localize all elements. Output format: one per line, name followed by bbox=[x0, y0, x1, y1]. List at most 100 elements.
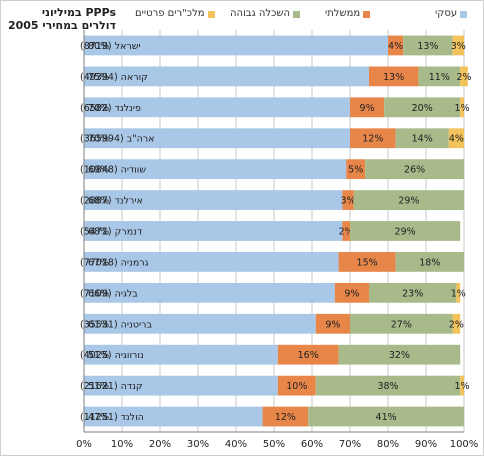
data-label: 3% bbox=[451, 41, 466, 52]
x-tick-label: 100% bbox=[450, 439, 479, 450]
legend-label: ממשלתי bbox=[325, 8, 361, 19]
bar-segment bbox=[403, 35, 453, 56]
data-label: 9% bbox=[344, 288, 359, 299]
data-label: 23% bbox=[402, 288, 423, 299]
category-label: ישראל (8719) bbox=[80, 41, 141, 52]
bar-segment bbox=[84, 344, 278, 365]
bar-segment bbox=[84, 282, 335, 303]
data-label: 1% bbox=[451, 288, 466, 299]
bar-segment bbox=[338, 252, 396, 272]
bar-segment bbox=[84, 190, 343, 210]
bar-segment bbox=[84, 97, 350, 118]
bar-segment bbox=[369, 282, 457, 303]
bar-segment bbox=[315, 313, 350, 334]
x-tick-label: 60% bbox=[301, 439, 323, 450]
x-tick-label: 90% bbox=[415, 439, 437, 450]
bar-segment bbox=[395, 252, 464, 272]
data-label: 80% bbox=[88, 41, 109, 52]
data-label: 70% bbox=[88, 103, 109, 114]
category-label: ארה"ב (365994) bbox=[80, 134, 155, 145]
legend-label: מלכ"רים פרטיים bbox=[135, 8, 205, 19]
data-label: 27% bbox=[391, 319, 412, 330]
bar-segment bbox=[334, 282, 369, 303]
x-tick-label: 20% bbox=[149, 439, 171, 450]
bar-segment bbox=[84, 35, 388, 56]
data-label: 12% bbox=[362, 134, 383, 145]
legend-swatch bbox=[293, 11, 300, 18]
data-label: 32% bbox=[389, 350, 410, 361]
data-label: 29% bbox=[398, 196, 419, 207]
legend-swatch bbox=[207, 11, 215, 18]
bar-segment bbox=[84, 128, 350, 149]
bar-segment bbox=[84, 375, 278, 396]
bar-segment bbox=[84, 66, 369, 87]
bar-segment bbox=[277, 344, 339, 365]
bar-segment bbox=[84, 406, 263, 427]
bar-segment bbox=[315, 375, 461, 396]
data-label: 68% bbox=[88, 196, 109, 207]
data-label: 4% bbox=[449, 134, 464, 145]
data-label: 29% bbox=[395, 227, 416, 238]
x-tick-label: 0% bbox=[76, 439, 92, 450]
data-label: 18% bbox=[419, 257, 440, 268]
bar-segment bbox=[452, 313, 461, 334]
bar-segment bbox=[346, 159, 366, 180]
data-label: 51% bbox=[88, 350, 109, 361]
legend-item: ממשלתי bbox=[325, 8, 371, 19]
legend-item: השכלה גבוהה bbox=[230, 8, 300, 19]
bar-segment bbox=[350, 221, 461, 241]
bar-segment bbox=[84, 221, 343, 241]
legend-item: עסקי bbox=[435, 8, 468, 19]
data-label: 70% bbox=[88, 134, 109, 145]
x-tick-label: 10% bbox=[111, 439, 133, 450]
data-label: 9% bbox=[360, 103, 375, 114]
category-label: בלגיה (7109) bbox=[80, 288, 138, 299]
legend-swatch bbox=[460, 11, 468, 18]
bar-segment bbox=[350, 128, 396, 149]
bar-segment bbox=[338, 344, 461, 365]
data-label: 11% bbox=[429, 72, 450, 83]
category-label: שוודיה (10848) bbox=[80, 165, 146, 176]
x-tick-label: 70% bbox=[339, 439, 361, 450]
category-label: הולנד (11251) bbox=[80, 412, 144, 423]
category-label: גרמניה (77018) bbox=[80, 257, 149, 268]
legend-label: השכלה גבוהה bbox=[230, 8, 290, 19]
bar-segment bbox=[277, 375, 316, 396]
bar-segment bbox=[342, 190, 354, 210]
data-label: 9% bbox=[325, 319, 340, 330]
bar-segment bbox=[262, 406, 309, 427]
bar-segment bbox=[460, 375, 464, 396]
data-label: 2% bbox=[456, 72, 471, 83]
category-label: נורווגיה (4025) bbox=[80, 350, 144, 361]
data-label: 2% bbox=[449, 319, 464, 330]
bar-segment bbox=[418, 66, 461, 87]
data-label: 51% bbox=[88, 381, 109, 392]
x-tick-label: 50% bbox=[263, 439, 285, 450]
bar-segment bbox=[448, 128, 464, 149]
category-label: קוראה (49394) bbox=[80, 72, 148, 83]
data-label: 38% bbox=[377, 381, 398, 392]
bar-segment bbox=[384, 97, 461, 118]
data-label: 47% bbox=[88, 412, 109, 423]
data-label: 68% bbox=[88, 227, 109, 238]
data-label: 12% bbox=[275, 412, 296, 423]
data-label: 5% bbox=[348, 165, 363, 176]
legend-item: מלכ"רים פרטיים bbox=[135, 8, 215, 19]
data-label: 13% bbox=[417, 41, 438, 52]
legend-label: עסקי bbox=[435, 8, 458, 19]
data-label: 61% bbox=[88, 319, 109, 330]
bar-segment bbox=[353, 190, 464, 210]
data-label: 67% bbox=[88, 257, 109, 268]
category-label: בריטניה (35531) bbox=[80, 319, 152, 330]
bar-segment bbox=[369, 66, 419, 87]
x-tick-label: 80% bbox=[377, 439, 399, 450]
data-label: 16% bbox=[298, 350, 319, 361]
bar-segment bbox=[350, 313, 453, 334]
x-tick-label: 40% bbox=[225, 439, 247, 450]
category-label: קנדה (21621) bbox=[80, 381, 143, 392]
bar-segment bbox=[308, 406, 464, 427]
data-label: 1% bbox=[455, 103, 470, 114]
category-label: דנמרק (5471) bbox=[80, 227, 142, 238]
bar-segment bbox=[84, 313, 316, 334]
